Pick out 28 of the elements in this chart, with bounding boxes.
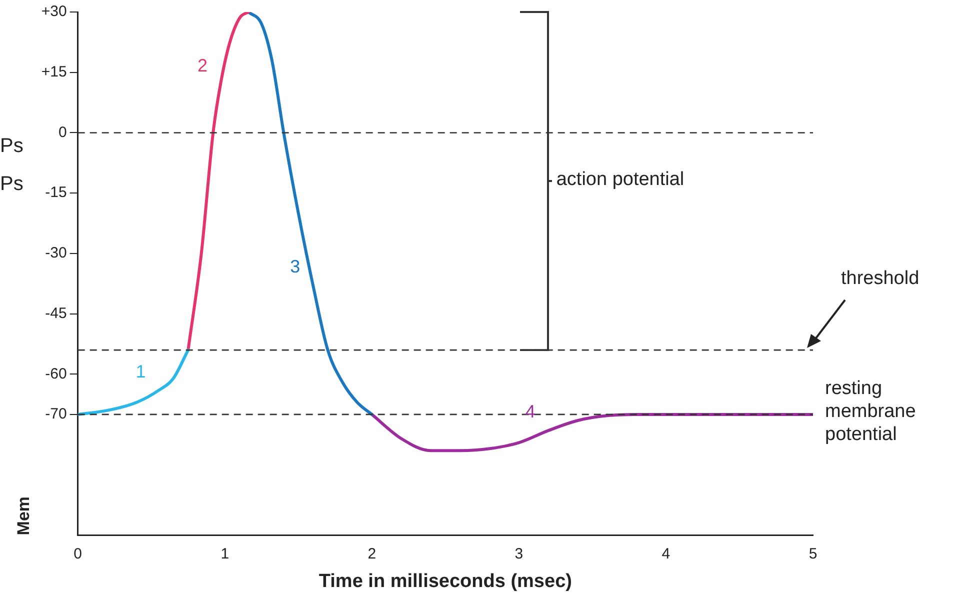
line-series [78, 348, 190, 416]
annotation: action potential [556, 169, 684, 192]
x-tick-label: 3 [514, 545, 524, 562]
y-tick-label: -45 [45, 304, 67, 322]
series-label: 3 [290, 256, 300, 277]
x-tick-label: 5 [808, 545, 818, 562]
x-tick-label: 4 [662, 545, 670, 562]
x-tick-label: 2 [368, 545, 376, 562]
series-label: 1 [136, 361, 146, 382]
ref-line-label: threshold [841, 268, 920, 291]
y-axis-title: Mem [14, 496, 33, 536]
y-tick-label: +30 [41, 3, 67, 20]
y-tick-label: -15 [45, 184, 67, 202]
ref-line-label: resting membrane potential [825, 378, 917, 447]
y-tick-label: -70 [45, 406, 67, 423]
y-tick-label: 0 [58, 124, 67, 141]
line-series [246, 12, 374, 416]
x-tick-label: 0 [74, 545, 82, 562]
y-tick-label: -60 [45, 365, 67, 382]
x-tick-label: 1 [220, 545, 230, 562]
text: Ps [0, 135, 24, 158]
series-label: 4 [525, 402, 536, 422]
y-tick-label: +15 [41, 64, 67, 81]
y-tick-label: -30 [45, 244, 67, 262]
text: Ps [0, 173, 24, 196]
series-label: 2 [197, 55, 208, 76]
line-series [186, 12, 250, 352]
x-axis-title: Time in milliseconds (msec) [318, 570, 572, 592]
